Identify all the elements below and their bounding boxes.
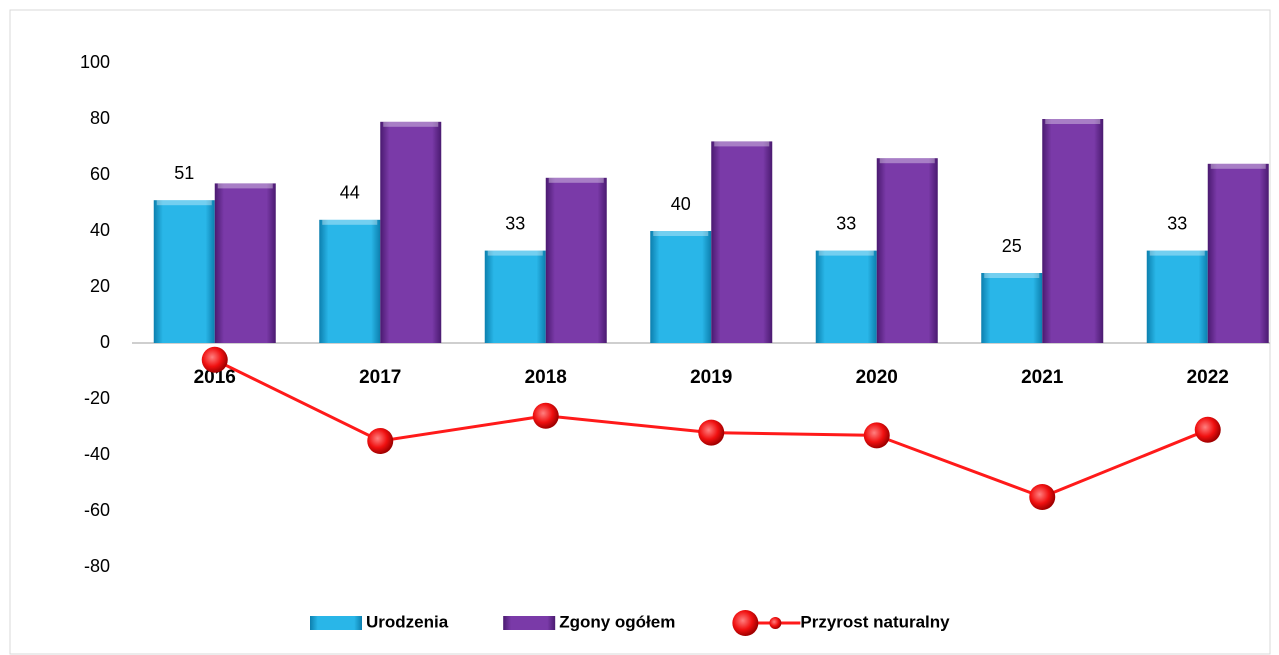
data-label: 33	[1167, 213, 1187, 233]
bar	[380, 121, 442, 343]
y-tick-label: 0	[100, 332, 110, 352]
bar	[1207, 163, 1269, 343]
bar	[484, 250, 546, 343]
marker	[1194, 416, 1221, 443]
bar-top	[1045, 119, 1101, 124]
y-tick-label: 100	[80, 52, 110, 72]
bar	[650, 231, 712, 343]
bar-top	[322, 219, 378, 225]
legend-swatch	[503, 616, 556, 630]
legend-swatch	[310, 616, 362, 630]
bar-top	[714, 141, 770, 147]
data-label: 33	[836, 213, 856, 233]
bar	[545, 177, 607, 343]
bar-top	[217, 183, 273, 189]
x-tick-label: 2017	[359, 367, 401, 388]
y-tick-label: 60	[90, 164, 110, 184]
bar-top	[156, 200, 212, 206]
bar	[1146, 250, 1208, 343]
data-label: 51	[174, 163, 194, 183]
x-tick-label: 2016	[194, 367, 236, 388]
x-tick-label: 2020	[856, 367, 898, 388]
y-tick-label: 80	[90, 108, 110, 128]
y-tick-label: 20	[90, 276, 110, 296]
legend-label: Przyrost naturalny	[800, 612, 950, 631]
bar-top	[818, 250, 874, 256]
bar	[1042, 119, 1104, 343]
x-tick-label: 2022	[1187, 367, 1229, 388]
bar	[153, 200, 215, 343]
legend-label: Urodzenia	[366, 612, 449, 631]
marker	[201, 346, 228, 373]
data-label: 33	[505, 213, 525, 233]
plot-area: -80 -60 -40 -20 0 20 40 60 80 100 51 44 33 40 33 25 33 20…	[80, 52, 1270, 636]
bar	[711, 141, 773, 343]
data-label: 40	[671, 194, 691, 214]
bar	[214, 183, 276, 343]
bar-top	[653, 231, 709, 236]
y-tick-label: -20	[84, 388, 110, 408]
data-label: 25	[1002, 236, 1022, 256]
legend-marker-small	[769, 617, 782, 629]
bar-top	[548, 177, 604, 183]
y-tick-label: -60	[84, 500, 110, 520]
bar-top	[383, 121, 439, 127]
y-tick-label: -80	[84, 556, 110, 576]
marker	[367, 428, 394, 454]
marker	[532, 402, 559, 429]
bar-top	[879, 158, 935, 164]
bar	[981, 273, 1043, 343]
x-tick-label: 2018	[525, 367, 567, 388]
data-label: 44	[340, 183, 360, 203]
marker	[863, 422, 890, 449]
x-tick-label: 2021	[1021, 367, 1064, 388]
bar-top	[1149, 250, 1205, 256]
bar	[319, 219, 381, 343]
bar-top	[984, 273, 1040, 278]
x-tick-label: 2019	[690, 367, 732, 388]
y-tick-label: -40	[84, 444, 110, 464]
bar-top	[1210, 163, 1266, 169]
bar	[815, 250, 877, 343]
bar-top	[487, 250, 543, 256]
y-tick-label: 40	[90, 220, 110, 240]
bar	[876, 158, 938, 343]
legend-marker	[732, 610, 759, 636]
legend-label: Zgony ogółem	[559, 612, 675, 631]
marker	[1029, 484, 1056, 510]
marker	[698, 419, 725, 446]
